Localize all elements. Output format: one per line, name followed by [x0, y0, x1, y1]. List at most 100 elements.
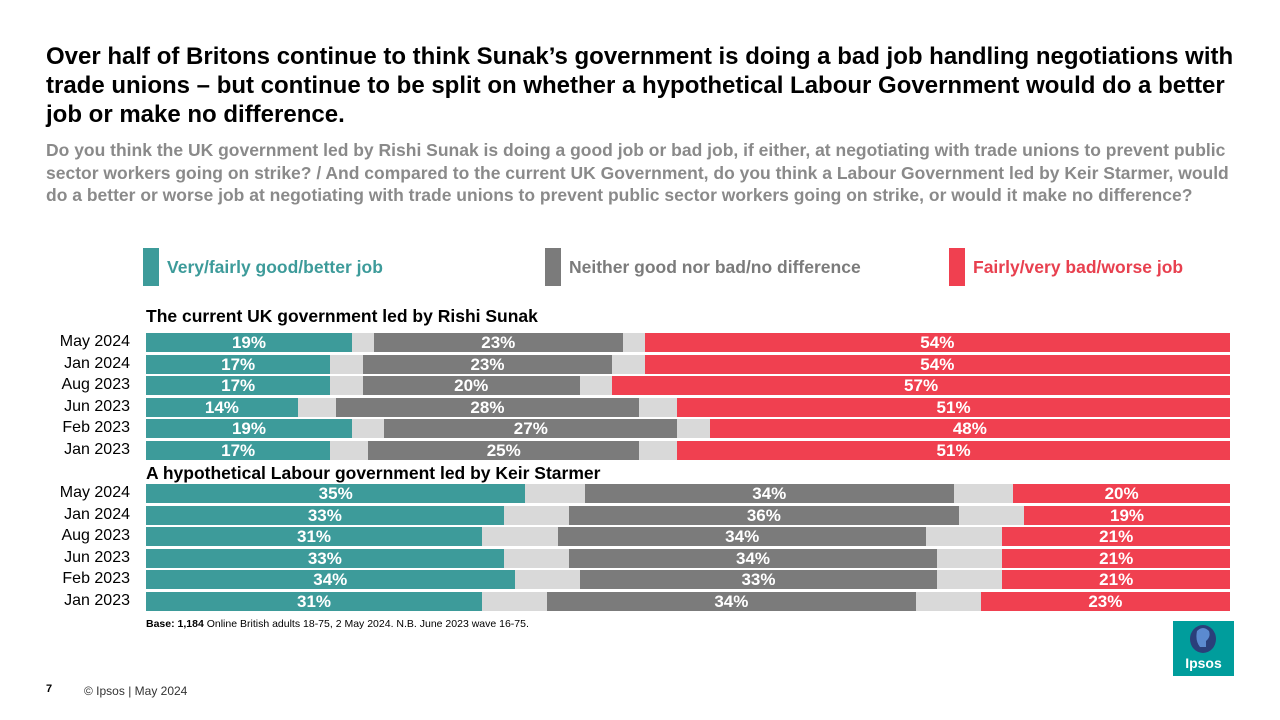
bar-row: 34% 33% 21%	[146, 570, 1230, 590]
data-label: 17%	[221, 354, 256, 374]
data-label: 20%	[1104, 484, 1139, 503]
data-label: 17%	[221, 376, 256, 396]
bar-good	[146, 333, 352, 352]
data-label: 23%	[481, 333, 516, 352]
data-label: 28%	[470, 397, 505, 417]
row-label: Jan 2023	[64, 441, 130, 458]
bar-bad	[677, 441, 1230, 460]
bar-row: 19% 23% 54%	[146, 333, 1230, 352]
bar-row: 17% 20% 57%	[146, 376, 1230, 396]
row-label: Jan 2024	[64, 354, 130, 372]
bar-row: 31% 34% 23%	[146, 592, 1230, 611]
legend-bad: Fairly/very bad/worse job	[949, 248, 1183, 286]
bar-row: 17% 25% 51%	[146, 441, 1230, 460]
bar-neither	[547, 592, 916, 611]
data-label: 20%	[454, 376, 489, 396]
bar-row: 19% 27% 48%	[146, 419, 1230, 439]
data-label: 34%	[313, 570, 348, 590]
page-title: Over half of Britons continue to think S…	[46, 43, 1234, 128]
legend-neither-swatch	[545, 248, 561, 286]
page-number: 7	[46, 683, 53, 695]
data-label: 21%	[1099, 570, 1134, 590]
data-label: 21%	[1099, 527, 1134, 547]
logo-text: Ipsos	[1185, 655, 1222, 671]
row-label: Aug 2023	[61, 527, 130, 545]
survey-question: Do you think the UK government led by Ri…	[46, 140, 1229, 205]
bar-row: 33% 36% 19%	[146, 505, 1230, 525]
ipsos-logo: Ipsos	[1173, 621, 1234, 676]
legend-bad-swatch	[949, 248, 965, 286]
bar-neither	[373, 333, 623, 352]
data-label: 54%	[920, 354, 955, 374]
row-label: May 2024	[59, 484, 130, 501]
data-label: 33%	[307, 505, 342, 525]
bar-row: 31% 34% 21%	[146, 527, 1230, 547]
bar-good	[146, 592, 483, 611]
data-label: 33%	[741, 570, 776, 590]
data-label: 33%	[307, 548, 342, 568]
bar-good	[146, 397, 298, 417]
bar-neither	[368, 441, 640, 460]
bar-neither	[568, 548, 938, 568]
data-label: 17%	[221, 441, 256, 460]
row-label: Feb 2023	[62, 419, 130, 437]
row-label: Jan 2024	[64, 505, 130, 523]
data-label: 34%	[725, 527, 760, 547]
data-label: 25%	[486, 441, 521, 460]
group-title-starmer: A hypothetical Labour government led by …	[146, 463, 601, 483]
data-label: 14%	[204, 397, 239, 417]
legend-bad-label: Fairly/very bad/worse job	[973, 256, 1184, 277]
bar-bad	[980, 592, 1230, 611]
bar-bad	[644, 354, 1230, 374]
data-label: 19%	[231, 419, 266, 439]
bar-neither	[384, 419, 678, 439]
bar-bad	[677, 397, 1230, 417]
bar-good	[146, 505, 504, 525]
data-label: 23%	[1088, 592, 1123, 611]
row-label: Jan 2023	[64, 592, 130, 609]
copyright: © Ipsos | May 2024	[84, 684, 188, 698]
group-title-sunak: The current UK government led by Rishi S…	[146, 306, 538, 326]
bar-bad	[1002, 570, 1230, 590]
data-label: 27%	[513, 419, 548, 439]
bar-bad	[709, 419, 1230, 439]
data-label: 57%	[904, 376, 939, 396]
data-label: 51%	[936, 397, 971, 417]
bar-bad	[1013, 484, 1230, 503]
bar-row: 17% 23% 54%	[146, 354, 1230, 374]
data-label: 48%	[952, 419, 987, 439]
bar-neither	[335, 397, 640, 417]
bar-neither	[585, 484, 954, 503]
base-note-bold: Base: 1,184	[146, 618, 204, 630]
bar-neither	[579, 570, 938, 590]
bar-row: 14% 28% 51%	[146, 397, 1230, 417]
row-label: Jun 2023	[64, 397, 130, 415]
bar-bad	[644, 333, 1230, 352]
bar-good	[146, 419, 352, 439]
bar-good	[146, 484, 526, 503]
bar-bad	[612, 376, 1230, 396]
bar-bad	[1002, 527, 1230, 547]
data-label: 19%	[231, 333, 266, 352]
row-label: May 2024	[59, 333, 130, 350]
data-label: 31%	[297, 527, 332, 547]
data-label: 19%	[1109, 505, 1145, 525]
row-label: Jun 2023	[64, 548, 130, 566]
bar-bad	[1024, 505, 1230, 525]
bar-bad	[1002, 548, 1230, 568]
base-note-text: Online British adults 18-75, 2 May 2024.…	[203, 618, 529, 630]
data-label: 54%	[920, 333, 955, 352]
legend-good-swatch	[143, 248, 159, 286]
legend-good-label: Very/fairly good/better job	[167, 256, 383, 277]
row-label: Feb 2023	[62, 570, 130, 588]
bar-neither	[362, 354, 613, 374]
bar-good	[146, 570, 515, 590]
bar-neither	[557, 527, 927, 547]
data-label: 23%	[470, 354, 505, 374]
data-label: 51%	[936, 441, 971, 460]
bar-good	[146, 441, 331, 460]
bar-row: 33% 34% 21%	[146, 548, 1230, 568]
bar-good	[146, 548, 504, 568]
data-label: 34%	[752, 484, 787, 503]
legend-neither: Neither good nor bad/no difference	[545, 248, 861, 286]
